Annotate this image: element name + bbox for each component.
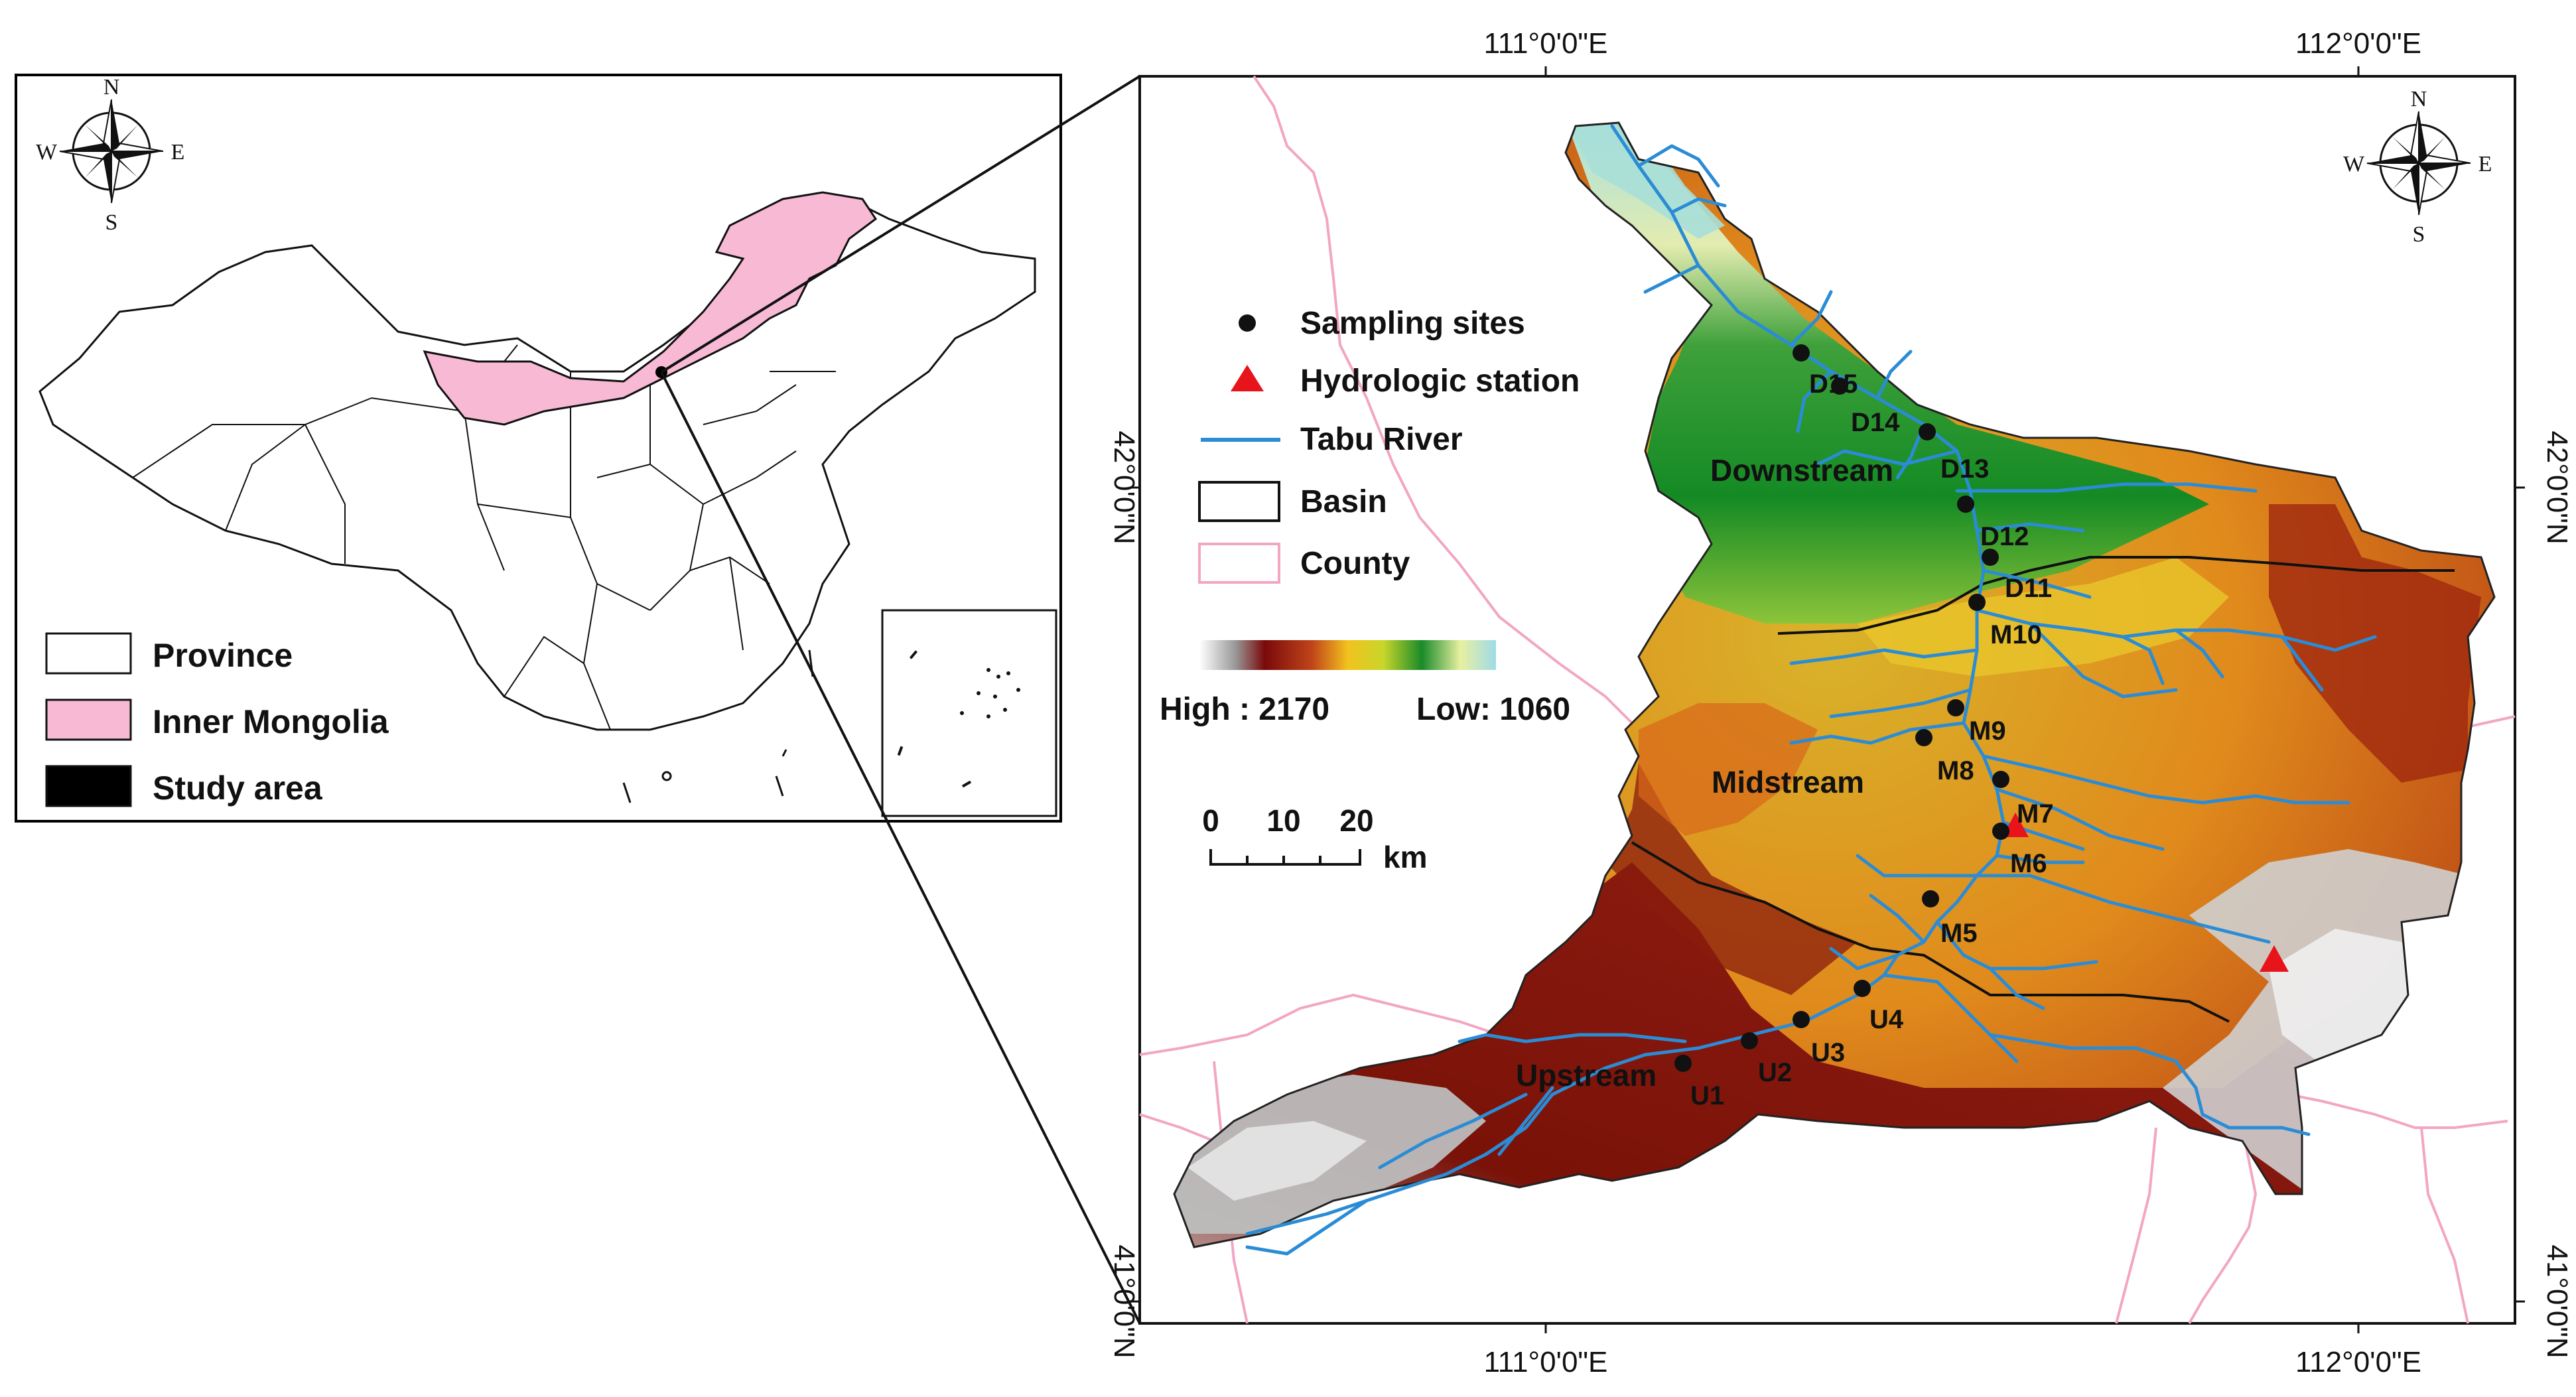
site-label-d12: D12 [1980,522,2029,551]
zoom-connector-lines [660,75,1141,1324]
site-labels: D15 D14 D13 D12 D11 M10 M9 M8 M7 M6 M5 U… [1690,369,2054,1110]
sampling-site-dot [1919,423,1936,440]
inset-compass-s: S [105,210,118,235]
legend-label-inner-mongolia: Inner Mongolia [153,703,389,740]
main-legend: Sampling sites Hydrologic station Tabu R… [1160,306,1580,727]
site-label-m7: M7 [2017,799,2054,829]
sampling-site-dot [1854,980,1871,997]
sampling-sites [1674,344,2009,1072]
scale-bar: 0 10 20 km [1202,803,1427,874]
hydrologic-station-marker [2260,945,2289,972]
main-compass-e: E [2478,152,2492,176]
legend-label-province: Province [153,637,293,674]
inset-map: N S E W Province Inner Mongolia Study ar… [15,74,1062,823]
legend-symbol-sampling-sites [1239,314,1256,332]
sampling-site-dot [1992,823,2009,840]
site-label-m8: M8 [1937,756,1974,785]
coord-bottom-111e: 111°0'0"E [1484,1346,1608,1378]
inner-mongolia-region [423,191,878,426]
basin-boundary [1173,121,2496,1248]
site-label-u4: U4 [1869,1005,1904,1034]
scale-tick-0: 0 [1202,803,1219,838]
sampling-site-dot [1831,377,1848,395]
sampling-site-dot [1793,344,1810,362]
south-china-sea-islands [897,650,1020,788]
scale-tick-10: 10 [1266,803,1300,838]
sampling-site-dot [1957,496,1974,513]
scale-unit: km [1383,840,1427,874]
site-label-m10: M10 [1990,620,2042,649]
sampling-site-dot [1968,594,1986,611]
graticule-ticks [1130,66,2525,1333]
south-china-sea-inset [881,609,1057,817]
reach-label-midstream: Midstream [1712,765,1864,799]
legend-label-study-area: Study area [153,769,323,807]
coord-top-111e: 111°0'0"E [1484,27,1608,60]
china-outline [38,198,1036,731]
legend-label-sampling-sites: Sampling sites [1300,306,1525,341]
site-label-u1: U1 [1690,1081,1724,1110]
legend-label-county: County [1300,546,1410,581]
inset-legend: Province Inner Mongolia Study area [45,632,389,807]
sampling-site-dot [1915,729,1932,746]
site-label-m9: M9 [1969,716,2006,746]
tabu-river-network [1245,124,2377,1256]
reach-divisions [1631,556,2455,1023]
inset-north-arrow-icon: N S E W [36,75,184,235]
sampling-site-dot [1947,699,1964,716]
site-label-u2: U2 [1758,1058,1792,1087]
coord-bottom-112e: 112°0'0"E [2295,1346,2421,1378]
legend-swatch-inner-mongolia [45,698,132,741]
inset-compass-n: N [103,75,120,100]
reach-label-downstream: Downstream [1710,453,1893,488]
site-label-d14: D14 [1851,408,1900,437]
elevation-high-label: High : 2170 [1160,692,1329,727]
coord-right-42n: 42°0'0"N [2541,431,2573,544]
sampling-site-dot [1992,771,2009,788]
coord-top-112e: 112°0'0"E [2295,27,2421,60]
main-north-arrow-icon: N S E W [2343,87,2492,247]
main-compass-w: W [2343,152,2365,176]
legend-swatch-study-area [45,765,132,807]
site-label-d15: D15 [1809,369,1858,399]
inset-compass-w: W [36,140,58,165]
sampling-site-dot [1922,890,1939,907]
sampling-site-dot [1793,1011,1810,1028]
main-compass-n: N [2411,87,2427,111]
legend-label-hydrologic-station: Hydrologic station [1300,364,1580,399]
main-map: D15 D14 D13 D12 D11 M10 M9 M8 M7 M6 M5 U… [1108,27,2573,1378]
site-label-m6: M6 [2010,849,2047,878]
sampling-site-dot [1674,1055,1692,1072]
inset-compass-e: E [171,140,185,165]
legend-symbol-hydrologic-station [1231,365,1264,391]
coord-right-41n: 41°0'0"N [2541,1244,2573,1358]
site-label-m5: M5 [1940,919,1978,948]
elevation-color-ramp [1199,640,1496,670]
legend-label-tabu-river: Tabu River [1300,422,1463,457]
coord-left-42n: 42°0'0"N [1108,431,1140,544]
site-label-d13: D13 [1940,454,1989,484]
main-compass-s: S [2413,222,2425,247]
scale-tick-20: 20 [1339,803,1373,838]
sampling-site-dot [1982,549,1999,566]
site-label-d11: D11 [2005,574,2052,603]
legend-swatch-province [45,632,132,675]
reach-label-upstream: Upstream [1516,1058,1657,1093]
legend-symbol-basin [1198,481,1280,522]
coord-left-41n: 41°0'0"N [1108,1244,1140,1358]
site-label-u3: U3 [1811,1038,1845,1067]
sampling-site-dot [1741,1032,1758,1049]
elevation-low-label: Low: 1060 [1416,692,1570,727]
scale-bar-line [1209,849,1361,866]
legend-symbol-county [1198,543,1280,584]
legend-label-basin: Basin [1300,484,1387,519]
